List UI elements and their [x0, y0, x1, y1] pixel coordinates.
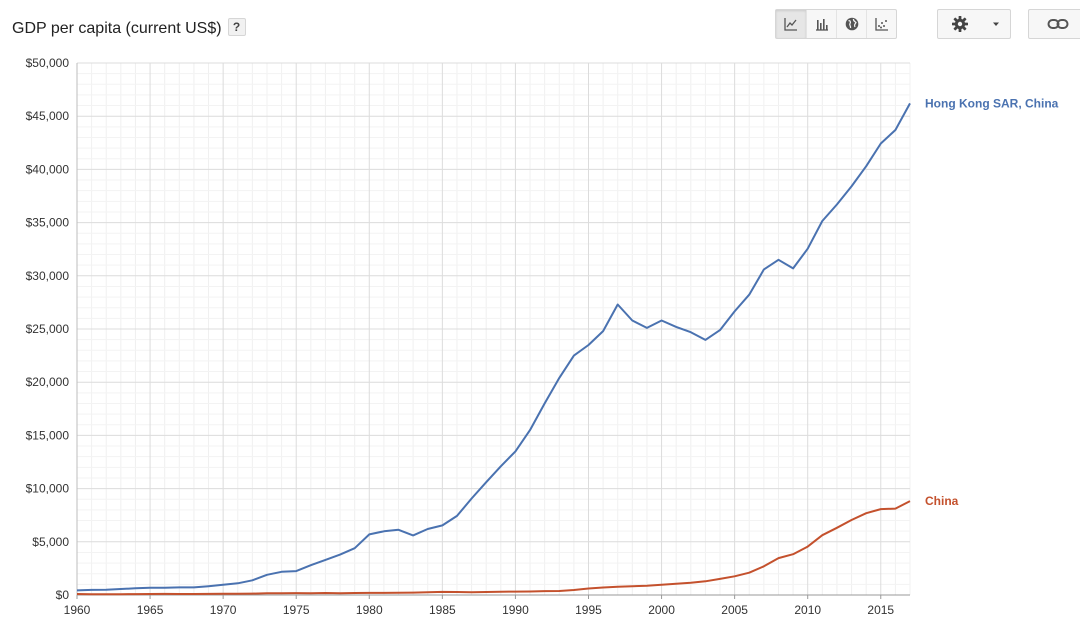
gridlines — [76, 62, 911, 596]
chart-title: GDP per capita (current US$)? — [12, 18, 246, 38]
y-tick-label: $10,000 — [26, 482, 70, 496]
bar-chart-icon — [815, 19, 828, 31]
dropdown-tool — [982, 10, 1010, 38]
x-axis-ticks: 1960 1965 1970 1975 1980 1985 1990 1995 2000 2005… — [64, 595, 894, 617]
x-tick-label: 1995 — [575, 603, 602, 617]
series-line — [76, 500, 911, 596]
x-tick-label: 1975 — [283, 603, 310, 617]
y-tick-label: $35,000 — [26, 216, 70, 230]
line-chart-view-button[interactable] — [776, 10, 806, 38]
series-labels: Hong Kong SAR, China China — [925, 96, 1059, 508]
globe-icon — [845, 17, 858, 31]
x-tick-label: 2005 — [721, 603, 748, 617]
view-switcher — [775, 9, 897, 39]
x-tick-label: 1980 — [356, 603, 383, 617]
x-tick-label: 1970 — [210, 603, 237, 617]
axes — [76, 63, 910, 596]
share-link-tool — [1029, 10, 1080, 38]
chart-header: GDP per capita (current US$)? — [0, 0, 1080, 56]
x-tick-label: 1985 — [429, 603, 456, 617]
y-axis-ticks: $0 $5,000 $10,000 $15,000 $20,000 $25,000 $30,… — [26, 56, 70, 602]
link-icon — [1047, 19, 1069, 29]
x-tick-label: 1990 — [502, 603, 529, 617]
series-line — [76, 102, 911, 592]
series-label: China — [925, 494, 959, 508]
y-tick-label: $20,000 — [26, 375, 70, 389]
line-chart-icon — [784, 18, 797, 31]
map-view-button[interactable] — [836, 10, 866, 38]
chart-title-text: GDP per capita (current US$) — [12, 20, 222, 37]
x-tick-label: 2000 — [648, 603, 675, 617]
settings-tool — [938, 10, 982, 38]
y-tick-label: $25,000 — [26, 322, 70, 336]
help-button[interactable]: ? — [227, 18, 246, 36]
series-lines — [76, 102, 911, 596]
gear-icon — [952, 16, 968, 32]
y-tick-label: $15,000 — [26, 428, 70, 442]
y-tick-label: $5,000 — [32, 535, 69, 549]
scatter-chart-icon — [874, 18, 888, 31]
settings-dropdown-button[interactable] — [937, 9, 1011, 39]
x-tick-label: 2015 — [867, 603, 894, 617]
y-tick-label: $40,000 — [26, 162, 70, 176]
bar-chart-view-button[interactable] — [806, 10, 836, 38]
x-tick-label: 1960 — [64, 603, 91, 617]
y-tick-label: $50,000 — [26, 56, 70, 70]
x-tick-label: 1965 — [137, 603, 164, 617]
x-tick-label: 2010 — [794, 603, 821, 617]
y-tick-label: $0 — [56, 588, 70, 602]
share-link-button[interactable] — [1028, 9, 1080, 39]
y-tick-label: $30,000 — [26, 269, 70, 283]
caret-down-icon — [993, 22, 999, 26]
scatter-view-button[interactable] — [866, 10, 896, 38]
y-tick-label: $45,000 — [26, 109, 70, 123]
series-label: Hong Kong SAR, China — [925, 96, 1059, 110]
